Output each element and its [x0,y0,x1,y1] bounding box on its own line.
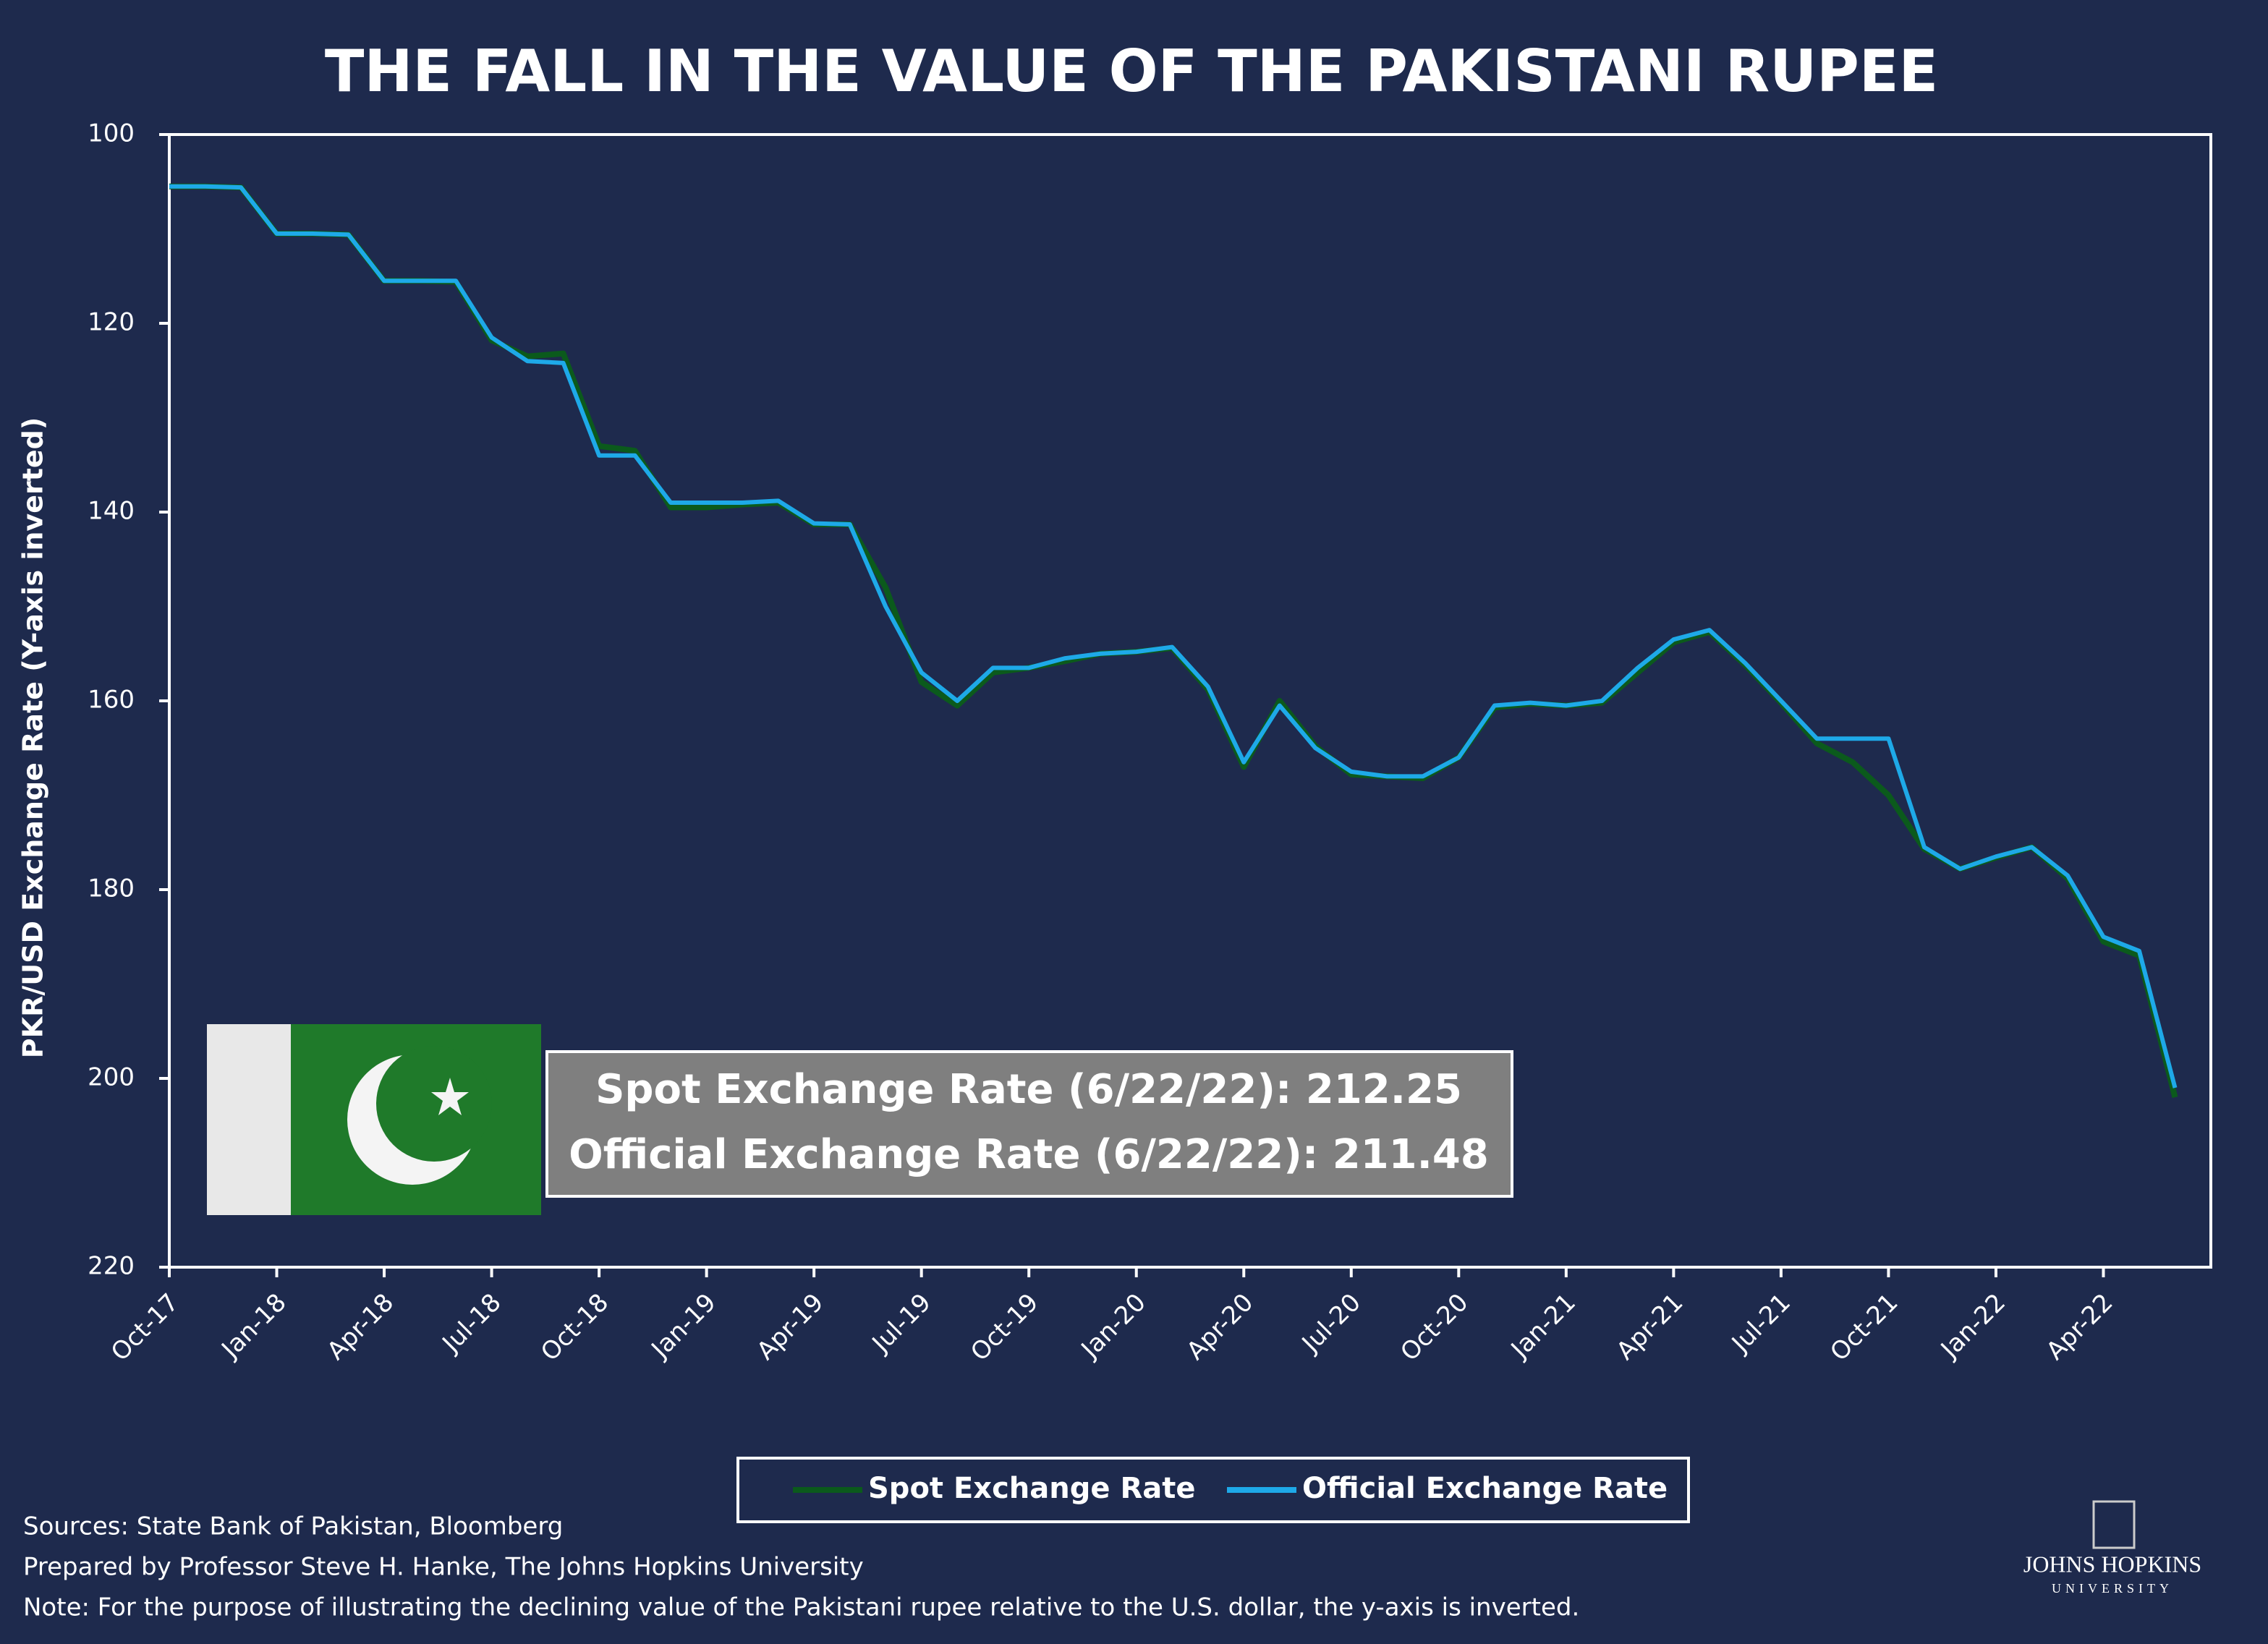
flag [207,1024,541,1215]
y-tick-label: 160 [88,686,135,715]
legend-box [736,1457,1690,1523]
y-tick-label: 200 [88,1063,135,1092]
series-line [169,184,2178,1089]
logo-shield [2092,1500,2136,1549]
annotation: Spot Exchange Rate (6/22/22): 212.25 [595,1066,1462,1113]
legend-label: Spot Exchange Rate [868,1472,1195,1505]
y-tick-label: 120 [88,308,135,337]
chart-title: THE FALL IN THE VALUE OF THE PAKISTANI R… [325,38,1938,105]
flag-crescent-cut [376,1046,492,1162]
flag-star [431,1078,469,1115]
annotation: Official Exchange Rate (6/22/22): 211.48 [569,1131,1489,1178]
note: Note: For the purpose of illustrating th… [23,1593,1579,1622]
note: Sources: State Bank of Pakistan, Bloombe… [23,1512,563,1541]
y-tick-label: 220 [88,1252,135,1281]
y-tick-label: 180 [88,874,135,903]
note: Prepared by Professor Steve H. Hanke, Th… [23,1553,864,1582]
legend-label: Official Exchange Rate [1302,1472,1668,1505]
y-axis-label: PKR/USD Exchange Rate (Y-axis inverted) [17,417,49,1058]
logo-text: JOHNS HOPKINS [2023,1551,2201,1577]
flag-white [207,1024,291,1215]
y-tick-label: 100 [88,119,135,148]
y-tick-label: 140 [88,497,135,526]
logo-text: UNIVERSITY [2052,1581,2173,1596]
annotation-box [545,1050,1513,1198]
